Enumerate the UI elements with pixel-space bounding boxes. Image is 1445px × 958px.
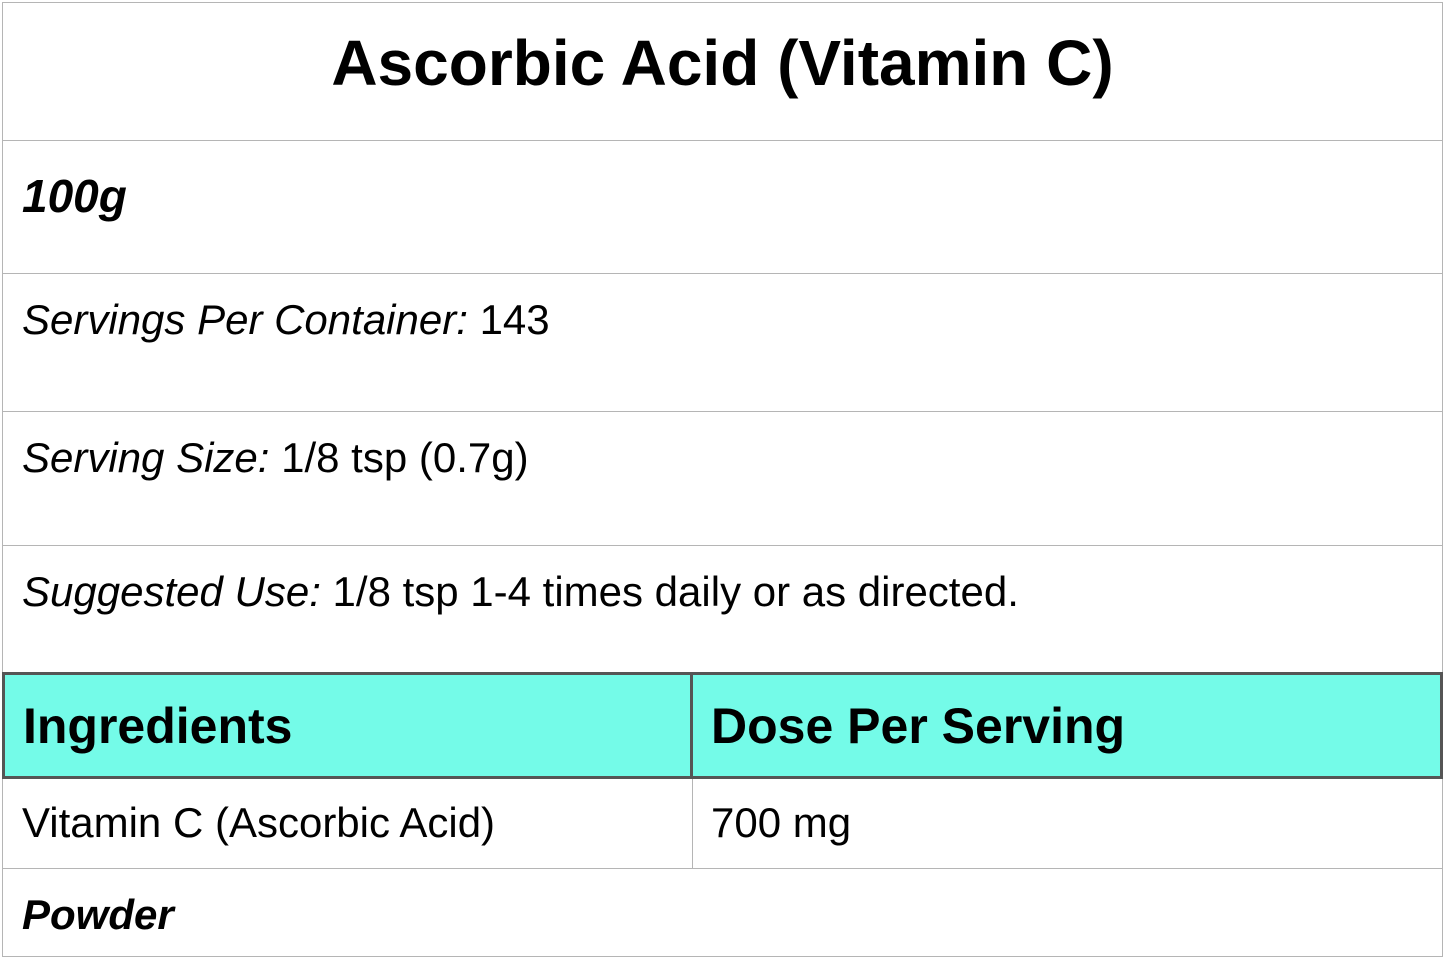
serving-size-row: Serving Size: 1/8 tsp (0.7g) — [2, 412, 1443, 546]
suggested-use-label: Suggested Use: — [22, 568, 321, 615]
servings-value: 143 — [479, 296, 550, 343]
servings-row: Servings Per Container: 143 — [2, 274, 1443, 412]
ingredient-name: Vitamin C (Ascorbic Acid) — [3, 779, 693, 868]
header-dose: Dose Per Serving — [711, 698, 1126, 754]
serving-size-value: 1/8 tsp (0.7g) — [281, 434, 529, 481]
servings-label: Servings Per Container: — [22, 296, 468, 343]
serving-size-label: Serving Size: — [22, 434, 270, 481]
ingredients-header-row: Ingredients Dose Per Serving — [2, 672, 1443, 779]
size-row: 100g — [2, 141, 1443, 274]
suggested-use-row: Suggested Use: 1/8 tsp 1-4 times daily o… — [2, 546, 1443, 672]
product-title: Ascorbic Acid (Vitamin C) — [331, 27, 1114, 99]
form-row: Powder — [2, 869, 1443, 957]
header-ingredients: Ingredients — [5, 675, 693, 776]
product-size: 100g — [22, 170, 127, 222]
table-row: Vitamin C (Ascorbic Acid) 700 mg — [2, 779, 1443, 869]
suggested-use-value: 1/8 tsp 1-4 times daily or as directed. — [332, 568, 1019, 615]
ingredient-dose: 700 mg — [711, 799, 852, 846]
title-row: Ascorbic Acid (Vitamin C) — [2, 2, 1443, 141]
product-form: Powder — [22, 891, 174, 938]
